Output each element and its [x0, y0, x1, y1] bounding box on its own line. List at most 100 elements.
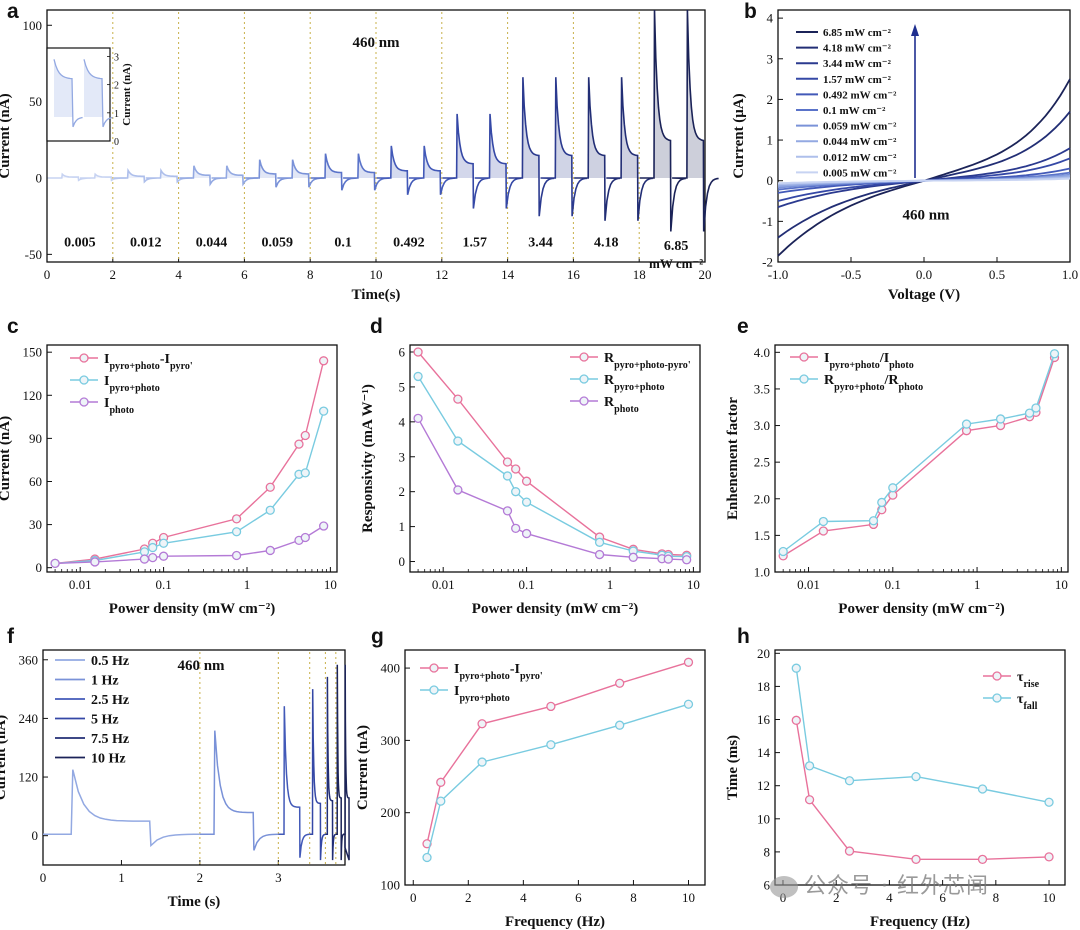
power-density-label: 0.044	[196, 236, 228, 251]
y-tick-label: 200	[381, 805, 401, 820]
y-tick-label: 120	[19, 770, 39, 785]
panel-letter: g	[371, 625, 384, 648]
label-part: I	[104, 374, 109, 389]
label-part: -I	[160, 352, 170, 367]
pulse-fill	[522, 77, 539, 178]
pulse-fill	[160, 170, 177, 178]
x-tick-label: 4	[175, 267, 182, 282]
y-tick-label: 8	[764, 844, 771, 859]
panel-d: 0.01 0.1 1 10 0 1 2 3 4 5 6 Power density (mW cm⁻²)…	[360, 344, 701, 617]
x-axis-label: Frequency (Hz)	[505, 914, 605, 930]
x-tick-label: 1	[244, 577, 251, 592]
x-tick-label: 0.1	[155, 577, 171, 592]
legend-marker	[79, 353, 89, 363]
panel-h: 024681068101214161820Frequency (Hz)Time …	[725, 646, 1066, 930]
x-tick-label: 2	[197, 870, 204, 885]
x-tick-label: 20	[699, 267, 712, 282]
x-tick-label: 8	[993, 890, 1000, 905]
data-point	[90, 557, 100, 567]
label-part: I	[454, 662, 459, 677]
legend-marker	[579, 396, 589, 406]
y-tick-label: 90	[29, 431, 42, 446]
x-tick-label: 6	[939, 890, 946, 905]
y-tick-label: 60	[29, 474, 42, 489]
data-point	[265, 482, 275, 492]
y-tick-label: 360	[19, 652, 39, 667]
pulse-fill	[390, 145, 408, 178]
wavelength-annotation: 460 nm	[177, 658, 225, 674]
frequency-trace	[325, 676, 337, 861]
x-tick-label: 14	[501, 267, 515, 282]
y-tick-label: -50	[25, 247, 42, 262]
power-density-label: 4.18	[594, 236, 619, 251]
legend-entry: 0.012 mW cm⁻²	[823, 152, 897, 164]
label-part: /I	[879, 351, 889, 366]
data-point	[300, 430, 310, 441]
y-tick-label: 12	[757, 778, 770, 793]
legend-entry: 0.005 mW cm⁻²	[823, 167, 897, 179]
iv-curve	[777, 177, 1071, 184]
data-point	[158, 538, 169, 548]
legend-entry: Rphoto	[604, 395, 639, 415]
pulse-fill	[654, 10, 671, 178]
x-tick-label: 2	[110, 267, 117, 282]
series-line	[426, 661, 689, 844]
panel-letter: h	[737, 625, 750, 648]
legend-entry: Ipyro+photo-Ipyro'	[104, 352, 193, 372]
y-tick-label: 400	[381, 661, 401, 676]
y-tick-label: 3	[767, 51, 774, 66]
legend-entry: 5 Hz	[91, 713, 119, 728]
wavelength-annotation: 460 nm	[352, 35, 400, 51]
y-tick-label: 4	[399, 414, 406, 429]
x-tick-label: 0.1	[885, 577, 901, 592]
axes-frame	[409, 344, 701, 573]
y-tick-label: 6	[764, 878, 771, 893]
data-point	[594, 549, 605, 560]
x-tick-label: 16	[567, 267, 581, 282]
panel-letter: d	[370, 315, 383, 338]
x-tick-label: 8	[307, 267, 314, 282]
series-line	[55, 360, 325, 565]
label-part: R	[604, 351, 615, 366]
data-point	[791, 663, 801, 673]
frequency-trace	[278, 706, 310, 858]
data-point	[300, 532, 310, 543]
legend-entry: 1.57 mW cm⁻²	[823, 74, 892, 86]
data-point	[546, 701, 556, 712]
label-part: R	[604, 395, 615, 410]
panel-letter: e	[737, 315, 749, 338]
legend-marker	[79, 397, 89, 407]
legend-marker	[429, 663, 439, 673]
data-point	[911, 771, 921, 782]
axes-frame	[774, 344, 1069, 573]
pulse-fill	[489, 113, 506, 178]
series-line	[426, 703, 689, 858]
x-tick-label: 6	[575, 890, 582, 905]
legend-entry: Ipyro+photo-Ipyro'	[454, 662, 543, 682]
pulse-fill	[259, 159, 276, 178]
frequency-trace	[309, 689, 326, 861]
data-point	[511, 464, 521, 474]
pulse-fill	[325, 153, 342, 178]
y-tick-label: 120	[23, 388, 43, 403]
data-point	[521, 476, 532, 486]
data-point	[148, 542, 158, 553]
data-point	[436, 796, 446, 806]
data-point	[977, 784, 988, 794]
data-point	[1044, 852, 1054, 862]
pulse-trace	[508, 77, 588, 217]
watermark: 公众号 · 红外芯闻	[770, 868, 989, 900]
legend-entry: 0.492 mW cm⁻²	[823, 89, 897, 101]
panel-f: 0 1 2 3 0 120 240 360 Time (s) Current (nA) 0.5 Hz…	[0, 649, 350, 910]
legend-marker	[579, 374, 589, 384]
data-point	[995, 414, 1006, 424]
data-point	[1031, 403, 1041, 413]
legend-marker	[992, 671, 1002, 681]
wavelength-annotation: 460 nm	[902, 207, 950, 223]
data-point	[300, 468, 310, 478]
inset-trace	[83, 59, 113, 128]
data-point	[1024, 408, 1035, 418]
data-point	[502, 457, 513, 467]
label-part: fall	[1023, 701, 1037, 712]
